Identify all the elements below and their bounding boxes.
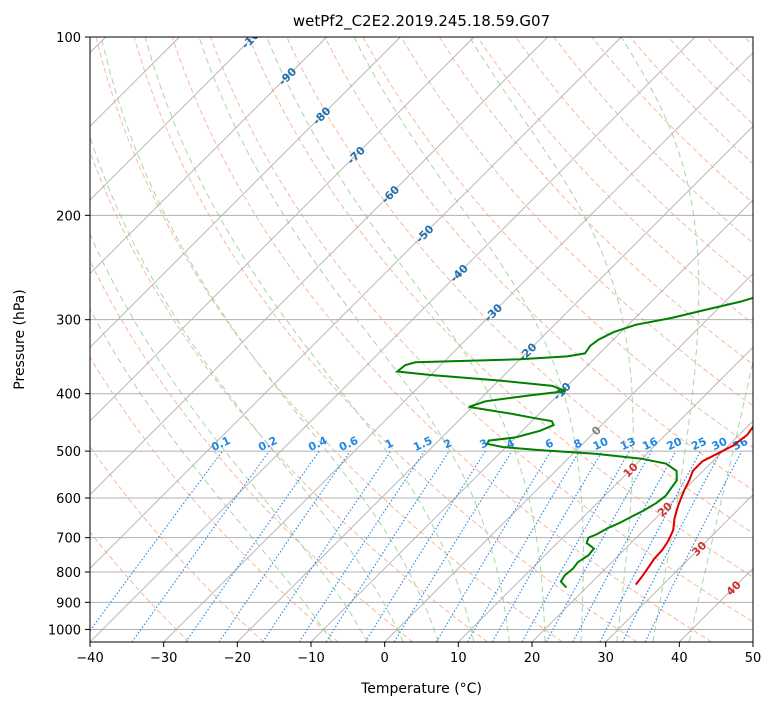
y-tick-label: 900 [56,596,81,611]
x-tick-label: −30 [150,651,177,666]
x-tick-label: 40 [671,651,688,666]
x-tick-label: −10 [297,651,324,666]
y-axis-label: Pressure (hPa) [12,289,28,389]
y-tick-label: 1000 [48,623,81,638]
x-tick-label: 50 [745,651,762,666]
x-tick-label: 0 [381,651,389,666]
y-tick-label: 200 [56,209,81,224]
chart-title: wetPf2_C2E2.2019.245.18.59.G07 [293,12,550,31]
x-tick-label: 20 [524,651,541,666]
x-tick-label: −40 [76,651,103,666]
y-tick-label: 500 [56,445,81,460]
x-tick-label: 30 [597,651,614,666]
y-tick-label: 300 [56,314,81,329]
y-tick-label: 100 [56,31,81,46]
y-tick-label: 800 [56,566,81,581]
y-tick-label: 700 [56,532,81,547]
x-axis-label: Temperature (°C) [360,681,482,697]
x-tick-label: −20 [224,651,251,666]
y-tick-label: 400 [56,388,81,403]
y-tick-label: 600 [56,492,81,507]
x-tick-label: 10 [450,651,467,666]
